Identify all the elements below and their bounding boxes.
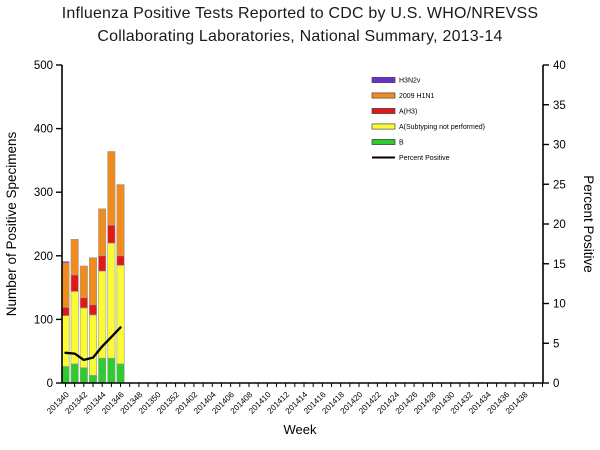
bar-segment <box>107 151 116 226</box>
right-axis-tick-label: 10 <box>553 299 566 311</box>
legend-label: 2009 H1N1 <box>399 93 435 100</box>
left-axis-tick-label: 200 <box>34 251 53 263</box>
chart-title-line-1: Influenza Positive Tests Reported to CDC… <box>61 5 539 22</box>
legend-swatch <box>371 123 396 130</box>
bar-segment <box>70 238 79 276</box>
bar-segment <box>107 357 116 384</box>
left-axis-tick-label: 100 <box>34 314 53 326</box>
bar-segment <box>89 304 98 316</box>
right-axis-tick-label: 25 <box>553 179 566 191</box>
bar-segment <box>79 297 88 309</box>
right-axis-title: Percent Positive <box>581 175 596 273</box>
legend-label: Percent Positive <box>399 155 450 162</box>
bar-segment <box>79 367 88 384</box>
legend-label: B <box>399 140 404 147</box>
right-axis-tick-label: 40 <box>553 60 566 72</box>
left-axis-tick-label: 400 <box>34 124 53 136</box>
left-axis-tick-label: 300 <box>34 187 53 199</box>
legend-swatch <box>371 77 396 83</box>
right-axis-tick-label: 15 <box>553 259 566 271</box>
left-axis-tick-label: 500 <box>34 60 53 72</box>
bar-segment <box>116 255 125 266</box>
legend-swatch <box>371 108 396 114</box>
legend-label: A(H3) <box>399 109 417 116</box>
percent-positive-line <box>64 326 122 362</box>
right-axis-tick-label: 0 <box>553 378 559 390</box>
legend-swatch <box>371 139 396 145</box>
left-axis-title: Number of Positive Specimens <box>4 131 19 316</box>
bar-segment <box>89 257 98 306</box>
chart-title-line-2: Collaborating Laboratories, National Sum… <box>97 28 503 45</box>
legend-label: A(Subtyping not performed) <box>399 124 485 131</box>
bar-segment <box>116 265 125 365</box>
right-axis-tick-label: 5 <box>553 338 559 350</box>
x-axis-title: Week <box>284 422 317 437</box>
right-axis-tick-label: 20 <box>553 219 566 231</box>
bar-segment <box>70 274 79 292</box>
bar-segment <box>61 307 70 316</box>
bar-segment <box>116 363 125 384</box>
bar-segment <box>61 366 70 384</box>
right-axis-tick-label: 30 <box>553 140 566 152</box>
bar-segment <box>89 375 98 384</box>
left-axis-tick-label: 0 <box>47 378 53 390</box>
bar-segment <box>79 265 88 299</box>
legend-label: H3N2v <box>399 78 421 85</box>
bar-segment <box>61 262 70 308</box>
bar-segment <box>89 314 98 376</box>
right-axis-tick-label: 35 <box>553 100 566 112</box>
bar-segment <box>107 224 116 244</box>
bar-segment <box>61 315 70 367</box>
bar-segment <box>98 255 107 272</box>
bar-segment <box>98 357 107 384</box>
bar-segment <box>70 363 79 384</box>
bar-segment <box>116 184 125 257</box>
bar-segment <box>61 261 70 264</box>
legend-swatch <box>371 92 396 99</box>
bar-segment <box>98 208 107 257</box>
